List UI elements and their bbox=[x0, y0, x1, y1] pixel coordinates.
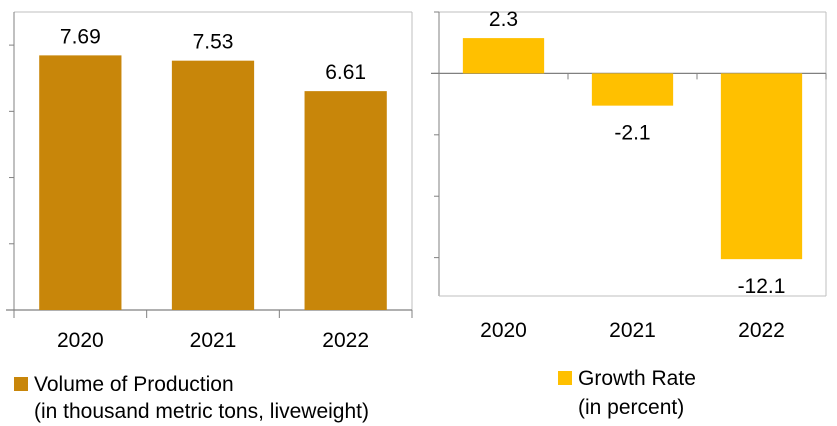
x-tick-label-2022: 2022 bbox=[322, 329, 369, 352]
bar-2021 bbox=[171, 60, 255, 310]
x-tick-label-2021: 2021 bbox=[609, 319, 656, 342]
data-label-2021: 7.53 bbox=[193, 31, 234, 54]
data-label-2021: -2.1 bbox=[614, 122, 650, 145]
bar-2022 bbox=[720, 73, 803, 260]
legend-swatch-production bbox=[14, 377, 28, 391]
data-label-2020: 7.69 bbox=[60, 25, 101, 48]
legend-swatch-growth bbox=[558, 371, 572, 385]
x-tick-label-2022: 2022 bbox=[738, 319, 785, 342]
legend-label-production: Volume of Production bbox=[34, 373, 234, 396]
data-label-2020: 2.3 bbox=[489, 8, 518, 31]
bar-2021 bbox=[591, 73, 674, 106]
x-tick-label-2020: 2020 bbox=[480, 319, 527, 342]
legend-sublabel-growth: (in percent) bbox=[578, 396, 685, 419]
bar-2020 bbox=[39, 55, 122, 311]
legend-production: Volume of Production (in thousand metric… bbox=[14, 372, 434, 426]
legend-growth: Growth Rate (in percent) bbox=[558, 366, 828, 424]
bar-2022 bbox=[304, 91, 387, 310]
x-tick-label-2020: 2020 bbox=[57, 329, 104, 352]
legend-sublabel-production: (in thousand metric tons, liveweight) bbox=[34, 400, 369, 423]
growth-rate-chart: 2.3 2020 -2.1 2021 -12.1 2022 bbox=[431, 8, 827, 342]
data-label-2022: 6.61 bbox=[325, 61, 366, 84]
x-tick-label-2021: 2021 bbox=[190, 329, 237, 352]
bar-2020 bbox=[462, 38, 545, 74]
legend-label-growth: Growth Rate bbox=[578, 367, 696, 390]
data-label-2022: -12.1 bbox=[738, 275, 786, 298]
production-volume-chart: 7.69 2020 7.53 2021 6.61 2022 bbox=[6, 11, 413, 352]
